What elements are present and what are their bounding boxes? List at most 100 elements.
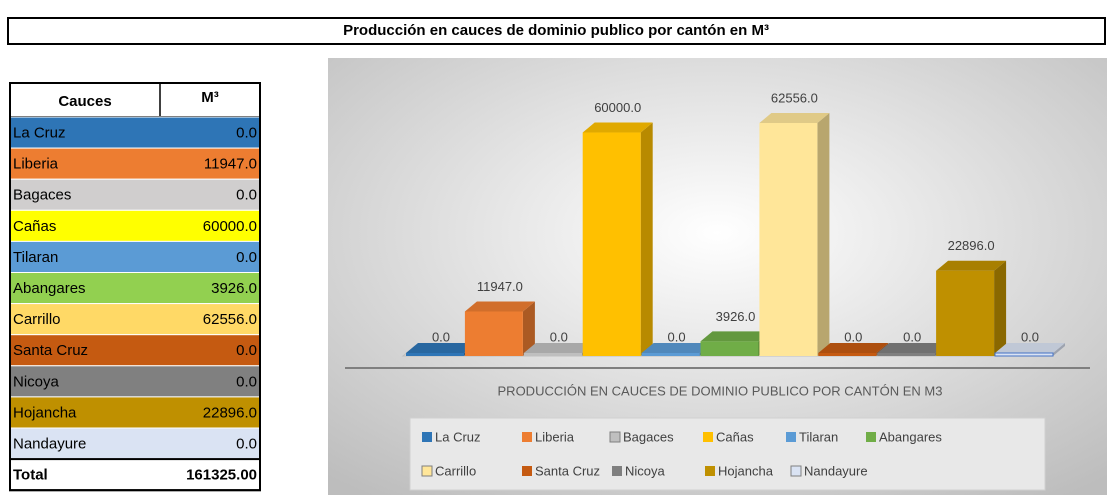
row-name: Bagaces — [13, 187, 71, 204]
legend-swatch — [522, 432, 532, 442]
bar-side — [817, 113, 830, 356]
row-name: La Cruz — [13, 125, 66, 142]
bar-top — [641, 343, 712, 353]
data-label: 0.0 — [844, 329, 862, 344]
row-value: 22896.0 — [203, 404, 257, 421]
table-row — [9, 365, 261, 398]
chart-title: PRODUCCIÓN EN CAUCES DE DOMINIO PUBLICO … — [498, 383, 943, 398]
row-name: Cañas — [13, 218, 56, 235]
bar-top — [877, 343, 948, 353]
bar — [582, 132, 641, 356]
legend-label: Nicoya — [625, 463, 666, 478]
data-label: 0.0 — [1021, 329, 1039, 344]
bar — [818, 353, 877, 356]
table-row — [9, 427, 261, 460]
legend-label: Abangares — [879, 429, 942, 444]
row-name: Hojancha — [13, 404, 77, 421]
legend-label: Liberia — [535, 429, 575, 444]
legend-label: Cañas — [716, 429, 754, 444]
legend-box — [409, 417, 1046, 491]
bar-top — [582, 122, 653, 133]
legend-swatch — [612, 466, 622, 476]
data-label: 0.0 — [550, 329, 568, 344]
data-label: 0.0 — [903, 329, 921, 344]
bar — [464, 311, 523, 356]
row-value: 11947.0 — [204, 156, 257, 173]
legend-label: La Cruz — [435, 429, 481, 444]
legend-label: Carrillo — [435, 463, 476, 478]
data-label: 0.0 — [432, 329, 450, 344]
row-value: 60000.0 — [203, 218, 257, 235]
row-name: Nicoya — [13, 373, 60, 390]
legend-swatch — [790, 465, 802, 477]
data-label: 60000.0 — [594, 100, 641, 115]
legend-swatch — [422, 432, 432, 442]
row-name: Santa Cruz — [13, 342, 88, 359]
bar-top — [523, 343, 594, 353]
bar — [406, 353, 464, 356]
bar-top — [406, 343, 476, 353]
row-value: 0.0 — [236, 373, 257, 390]
legend-swatch — [703, 432, 713, 442]
bar — [700, 341, 759, 356]
bar-side — [1053, 343, 1065, 356]
row-value: 0.0 — [236, 187, 257, 204]
row-name: Liberia — [13, 156, 59, 173]
row-value: 0.0 — [236, 342, 257, 359]
bar-side — [640, 122, 653, 357]
bar — [523, 353, 582, 356]
bar — [877, 353, 936, 356]
bar-top — [936, 260, 1007, 271]
row-name: Tilaran — [13, 249, 58, 266]
bar — [641, 353, 700, 356]
bar-side — [994, 260, 1007, 356]
legend-swatch — [705, 466, 715, 476]
legend-label: Bagaces — [623, 429, 674, 444]
row-value: 62556.0 — [203, 311, 257, 328]
legend-swatch — [609, 431, 621, 443]
row-value: 0.0 — [236, 436, 257, 453]
row-value: 0.0 — [236, 249, 257, 266]
row-name: Nandayure — [13, 436, 86, 453]
table-row — [9, 334, 261, 367]
bar-top — [818, 343, 889, 353]
table-border — [9, 82, 261, 492]
header-row — [9, 82, 261, 118]
legend-swatch — [522, 466, 532, 476]
total-value: 161325.00 — [186, 467, 257, 484]
data-label: 22896.0 — [948, 238, 995, 253]
bar-top — [759, 113, 830, 123]
legend-swatch — [866, 432, 876, 442]
row-value: 0.0 — [236, 125, 257, 142]
chart: 0.0 11947.0 0.0 60000.0 0.0 3926.0 62556.0 0.0 0… — [345, 90, 1090, 491]
bar-top — [995, 343, 1065, 353]
data-label: 11947.0 — [477, 279, 523, 294]
row-name: Carrillo — [13, 311, 61, 328]
header-cell: M³ — [201, 89, 219, 106]
legend-label: Tilaran — [799, 429, 838, 444]
data-label: 0.0 — [668, 329, 686, 344]
row-name: Abangares — [13, 280, 86, 297]
legend-swatch — [786, 432, 796, 442]
legend-label: Santa Cruz — [535, 463, 600, 478]
table-row — [9, 147, 261, 180]
bar — [994, 352, 1054, 357]
legend-swatch — [421, 465, 433, 477]
bar-top — [700, 331, 771, 342]
bar — [936, 270, 995, 356]
page-title: Producción en cauces de dominio publico … — [343, 22, 769, 39]
legend-label: Hojancha — [718, 463, 774, 478]
bar-top — [464, 301, 535, 312]
legend-label: Nandayure — [804, 463, 868, 478]
bar-side — [522, 301, 535, 356]
data-label: 62556.0 — [771, 90, 818, 105]
table: Cauces M³ La Cruz 0.0 Liberia 11947.0 Bagaces 0… — [9, 82, 261, 492]
bar — [759, 123, 818, 356]
header-cell: Cauces — [58, 93, 111, 110]
total-label: Total — [13, 467, 48, 484]
header-box — [7, 17, 1106, 45]
row-value: 3926.0 — [211, 280, 257, 297]
data-label: 3926.0 — [716, 309, 756, 324]
